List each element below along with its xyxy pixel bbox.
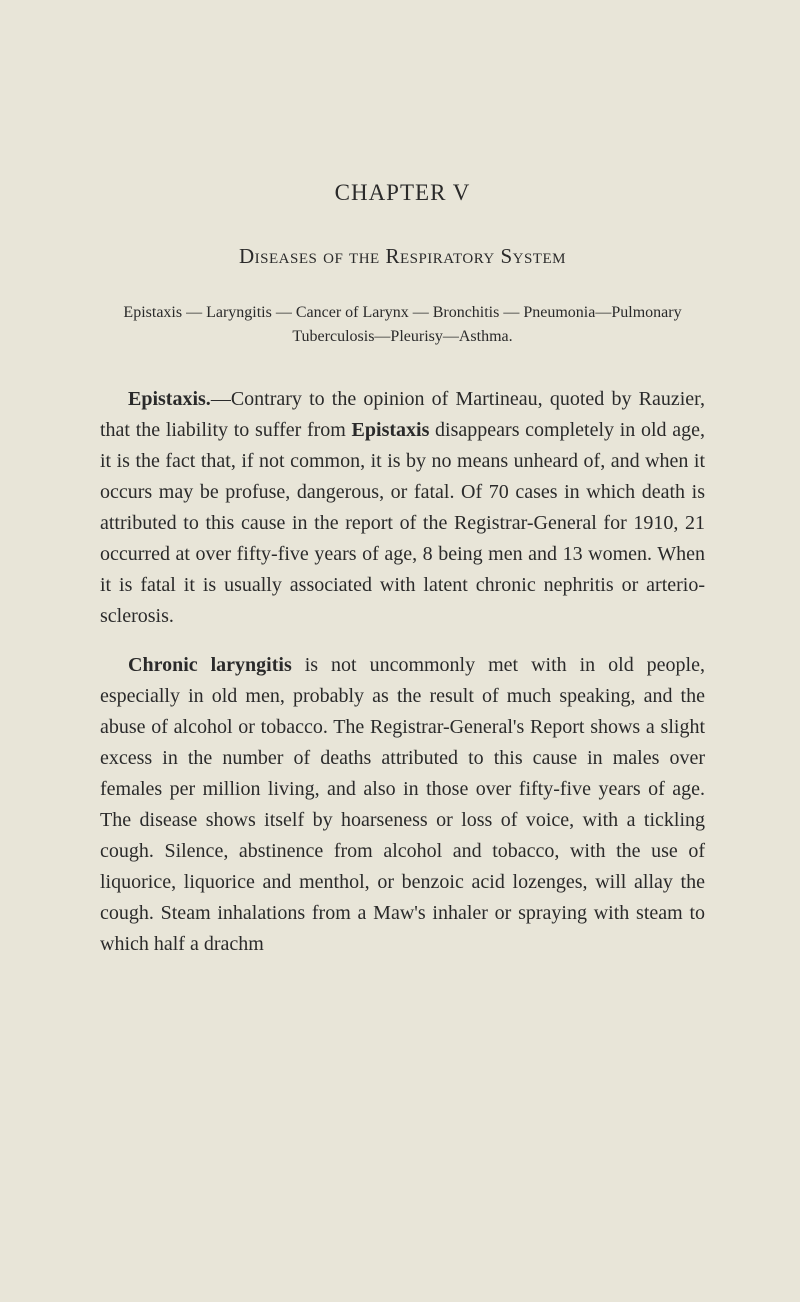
- chapter-heading: CHAPTER V: [100, 180, 705, 206]
- section-title: Diseases of the Respiratory System: [100, 244, 705, 269]
- paragraph-2-text-1: is not uncommonly met with in old people…: [100, 654, 705, 955]
- term-epistaxis-2: Epistaxis: [352, 419, 430, 441]
- paragraph-1: Epistaxis.—Contrary to the opinion of Ma…: [100, 384, 705, 632]
- term-chronic-laryngitis: Chronic laryngitis: [128, 654, 292, 676]
- paragraph-1-text-2: disappears completely in old age, it is …: [100, 419, 705, 627]
- chapter-subtitle: Epistaxis — Laryngitis — Cancer of Laryn…: [100, 301, 705, 349]
- paragraph-2: Chronic laryngitis is not uncommonly met…: [100, 650, 705, 960]
- term-epistaxis-1: Epistaxis.: [128, 388, 211, 410]
